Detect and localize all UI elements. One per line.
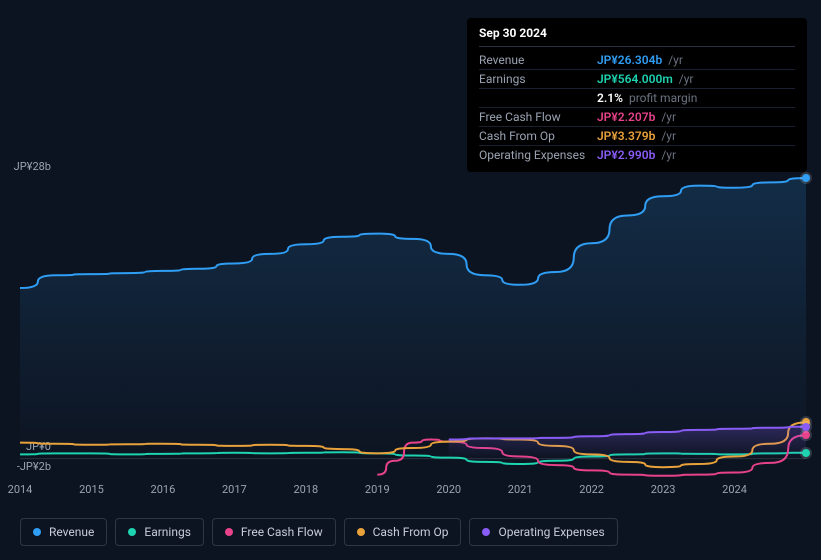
x-axis-tick: 2022	[579, 483, 604, 496]
tooltip-value: JP¥564.000m	[597, 72, 673, 86]
legend-label: Revenue	[49, 525, 94, 539]
x-axis-tick: 2016	[151, 483, 176, 496]
x-axis: 2014201520162017201820192020202120222023…	[20, 483, 806, 503]
x-axis-tick: 2015	[79, 483, 104, 496]
legend-item-earnings[interactable]: Earnings	[115, 518, 204, 546]
legend-item-cash-from-op[interactable]: Cash From Op	[344, 518, 462, 546]
series-end-dot	[802, 431, 810, 439]
tooltip-label: Free Cash Flow	[479, 110, 597, 124]
legend-dot-icon	[482, 528, 490, 536]
tooltip-row: RevenueJP¥26.304b /yr	[479, 51, 795, 70]
x-axis-tick: 2020	[436, 483, 461, 496]
tooltip-label: Cash From Op	[479, 129, 597, 143]
legend-dot-icon	[357, 528, 365, 536]
tooltip-value: JP¥26.304b	[597, 53, 662, 67]
legend-dot-icon	[225, 528, 233, 536]
legend-item-revenue[interactable]: Revenue	[20, 518, 107, 546]
legend-label: Cash From Op	[373, 525, 449, 539]
tooltip-row: Free Cash FlowJP¥2.207b /yr	[479, 108, 795, 127]
legend-label: Earnings	[144, 525, 191, 539]
series-end-dot	[802, 423, 810, 431]
tooltip-label: Revenue	[479, 53, 597, 67]
x-axis-tick: 2021	[508, 483, 533, 496]
legend-label: Operating Expenses	[498, 525, 604, 539]
chart-svg	[20, 160, 806, 480]
tooltip-label: Earnings	[479, 72, 597, 86]
chart-area	[0, 160, 821, 500]
series-end-dot	[802, 449, 810, 457]
tooltip-label	[479, 91, 597, 105]
tooltip-suffix: /yr	[665, 53, 683, 67]
tooltip-box: Sep 30 2024 RevenueJP¥26.304b /yrEarning…	[467, 18, 807, 172]
x-axis-tick: 2017	[222, 483, 247, 496]
tooltip-suffix: profit margin	[626, 91, 697, 105]
x-axis-tick: 2019	[365, 483, 390, 496]
x-axis-tick: 2024	[722, 483, 747, 496]
tooltip-suffix: /yr	[676, 72, 694, 86]
tooltip-row: EarningsJP¥564.000m /yr	[479, 70, 795, 89]
tooltip-suffix: /yr	[658, 110, 676, 124]
legend-label: Free Cash Flow	[241, 525, 323, 539]
tooltip-value: JP¥3.379b	[597, 129, 655, 143]
series-end-dot	[802, 174, 810, 182]
tooltip-value: JP¥2.207b	[597, 110, 655, 124]
legend: Revenue Earnings Free Cash Flow Cash From O…	[20, 518, 618, 546]
legend-item-free-cash-flow[interactable]: Free Cash Flow	[212, 518, 336, 546]
x-axis-tick: 2018	[293, 483, 318, 496]
legend-dot-icon	[33, 528, 41, 536]
tooltip-value: 2.1%	[597, 91, 623, 105]
legend-dot-icon	[128, 528, 136, 536]
tooltip-suffix: /yr	[658, 129, 676, 143]
tooltip-date: Sep 30 2024	[479, 26, 795, 47]
tooltip-row: 2.1% profit margin	[479, 89, 795, 108]
tooltip-row: Cash From OpJP¥3.379b /yr	[479, 127, 795, 146]
x-axis-tick: 2023	[651, 483, 676, 496]
legend-item-operating-expenses[interactable]: Operating Expenses	[469, 518, 617, 546]
x-axis-tick: 2014	[8, 483, 33, 496]
